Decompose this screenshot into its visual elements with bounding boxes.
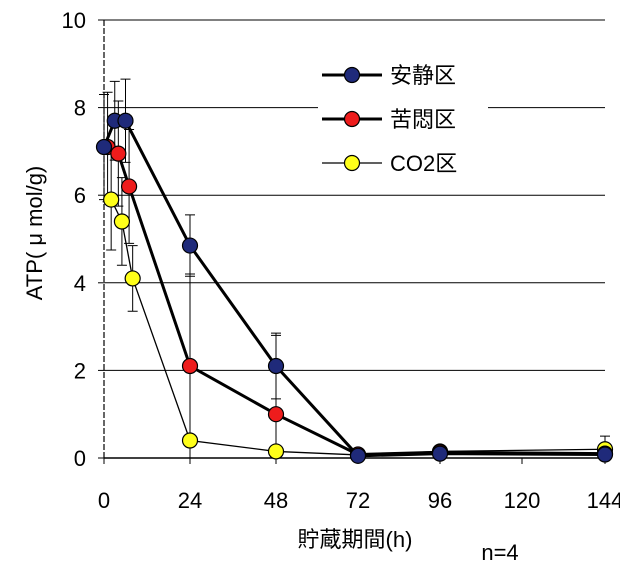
x-tick-label: 72 <box>346 488 370 513</box>
data-point <box>110 145 127 162</box>
sample-size-note: n=4 <box>481 540 518 565</box>
data-point <box>120 178 138 195</box>
data-point <box>181 357 199 375</box>
x-tick-label: 24 <box>178 488 202 513</box>
grid-lines <box>104 19 605 371</box>
legend-marker <box>343 66 361 84</box>
legend-marker <box>343 154 361 172</box>
x-tick-label: 0 <box>98 488 110 513</box>
y-tick-label: 0 <box>74 446 86 471</box>
data-point <box>113 213 131 230</box>
y-axis-label: ATP( μ mol/g) <box>22 166 47 301</box>
legend-label: 苦悶区 <box>390 107 456 132</box>
data-point <box>95 138 113 156</box>
data-point <box>267 443 285 460</box>
x-tick-label: 144 <box>587 488 620 513</box>
x-tick-label: 48 <box>264 488 288 513</box>
x-axis-label: 貯蔵期間(h) <box>298 527 413 552</box>
legend-label: CO2区 <box>390 151 457 176</box>
y-tick-label: 4 <box>74 271 86 296</box>
legend-marker <box>343 110 361 128</box>
data-point <box>181 432 199 449</box>
data-point <box>267 406 285 423</box>
data-point <box>181 237 199 254</box>
data-point <box>103 191 120 208</box>
y-tick-label: 8 <box>74 96 86 121</box>
data-point <box>596 446 614 463</box>
y-tick-label: 6 <box>74 183 86 208</box>
x-tick-label: 96 <box>428 488 452 513</box>
data-point <box>124 270 141 287</box>
series-layer <box>95 78 614 464</box>
data-point <box>431 445 449 462</box>
series-line <box>106 145 606 457</box>
data-point <box>267 357 285 375</box>
data-point <box>349 447 367 464</box>
x-tick-label: 120 <box>504 488 541 513</box>
y-tick-label: 10 <box>62 8 86 33</box>
data-point <box>117 112 134 129</box>
y-tick-label: 2 <box>74 358 86 383</box>
legend-label: 安静区 <box>390 63 456 88</box>
